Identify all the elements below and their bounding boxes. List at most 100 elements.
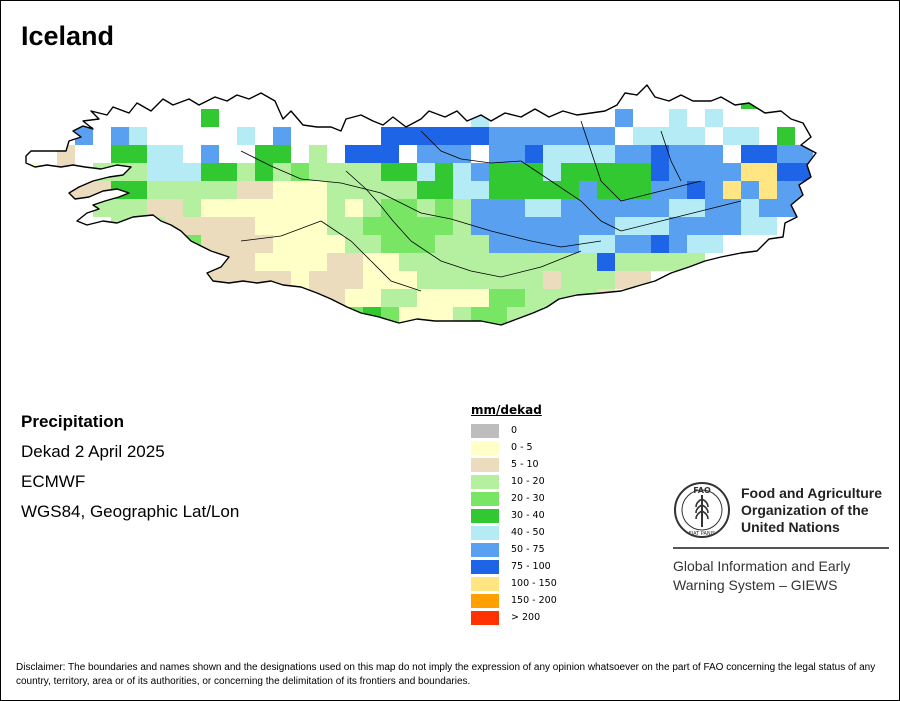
grid-cell [183, 271, 201, 289]
grid-cell [237, 253, 255, 271]
grid-cell [633, 235, 651, 253]
grid-cell [507, 289, 525, 307]
grid-cell [165, 235, 183, 253]
grid-cell [399, 253, 417, 271]
grid-cell [669, 109, 687, 127]
legend-swatch [471, 576, 499, 591]
grid-cell [399, 163, 417, 181]
grid-cell [165, 253, 183, 271]
grid-cell [687, 163, 705, 181]
fao-block: FAO FIAT PANIS Food and Agriculture Orga… [673, 481, 889, 595]
grid-cell [453, 325, 471, 341]
grid-cell [237, 307, 255, 325]
grid-cell [471, 325, 489, 341]
grid-cell [165, 145, 183, 163]
grid-cell [309, 199, 327, 217]
grid-cell [219, 253, 237, 271]
grid-cell [561, 145, 579, 163]
grid-cell [435, 307, 453, 325]
grid-cell [741, 181, 759, 199]
legend-swatch [471, 508, 499, 523]
legend-unit: mm/dekad [471, 403, 542, 417]
legend-row: 100 - 150 [471, 575, 557, 592]
grid-cell [615, 109, 633, 127]
grid-cell [615, 181, 633, 199]
grid-cell [327, 253, 345, 271]
grid-cell [669, 253, 687, 271]
grid-cell [237, 289, 255, 307]
grid-cell [165, 181, 183, 199]
legend-swatch [471, 542, 499, 557]
grid-cell [651, 127, 669, 145]
region-boundaries [240, 120, 742, 292]
grid-cell [291, 289, 309, 307]
grid-cell [129, 145, 147, 163]
grid-cell [489, 253, 507, 271]
grid-cell [525, 217, 543, 235]
grid-cell [147, 253, 165, 271]
grid-cell [507, 145, 525, 163]
grid-cell [309, 235, 327, 253]
grid-cell [777, 199, 795, 217]
grid-cell [633, 253, 651, 271]
grid-cell [381, 217, 399, 235]
grid-cell [237, 163, 255, 181]
region-boundary [660, 130, 682, 182]
grid-cell [741, 199, 759, 217]
projection-label: WGS84, Geographic Lat/Lon [21, 502, 240, 521]
variable-label: Precipitation [21, 412, 124, 431]
grid-cell [219, 217, 237, 235]
legend-label: 10 - 20 [511, 476, 545, 487]
region-boundary [580, 120, 702, 202]
grid-cell [273, 217, 291, 235]
grid-cell [219, 181, 237, 199]
grid-cell [453, 181, 471, 199]
precipitation-grid [26, 91, 816, 341]
grid-cell [381, 181, 399, 199]
period-label: Dekad 2 April 2025 [21, 442, 165, 461]
map-title: Iceland [21, 21, 115, 51]
grid-cell [525, 199, 543, 217]
grid-cell [273, 235, 291, 253]
grid-cell [525, 289, 543, 307]
grid-cell [417, 199, 435, 217]
grid-cell [435, 289, 453, 307]
grid-cell [543, 163, 561, 181]
fao-name: Food and Agriculture Organization of the… [741, 484, 883, 535]
map-canvas [25, 84, 817, 341]
grid-cell [237, 217, 255, 235]
grid-cell [111, 127, 129, 145]
grid-cell [129, 199, 147, 217]
grid-cell [525, 271, 543, 289]
grid-cell [579, 145, 597, 163]
grid-cell [291, 325, 309, 341]
grid-cell [129, 235, 147, 253]
grid-cell [525, 235, 543, 253]
grid-cell [291, 253, 309, 271]
grid-cell [489, 289, 507, 307]
grid-cell [597, 127, 615, 145]
grid-cell [435, 163, 453, 181]
grid-cell [633, 145, 651, 163]
grid-cell [579, 217, 597, 235]
legend-row: 75 - 100 [471, 558, 557, 575]
grid-cell [273, 253, 291, 271]
grid-cell [345, 325, 363, 341]
grid-cell [255, 181, 273, 199]
grid-cell [129, 127, 147, 145]
grid-cell [777, 163, 795, 181]
grid-cell [165, 271, 183, 289]
grid-cell [759, 163, 777, 181]
grid-cell [291, 181, 309, 199]
grid-cell [183, 217, 201, 235]
grid-cell [255, 145, 273, 163]
legend-row: 10 - 20 [471, 473, 557, 490]
grid-cell [687, 127, 705, 145]
grid-cell [219, 199, 237, 217]
region-boundary [520, 160, 622, 232]
grid-cell [417, 289, 435, 307]
grid-cell [705, 217, 723, 235]
grid-cell [741, 163, 759, 181]
grid-cell [201, 217, 219, 235]
grid-cell [561, 181, 579, 199]
